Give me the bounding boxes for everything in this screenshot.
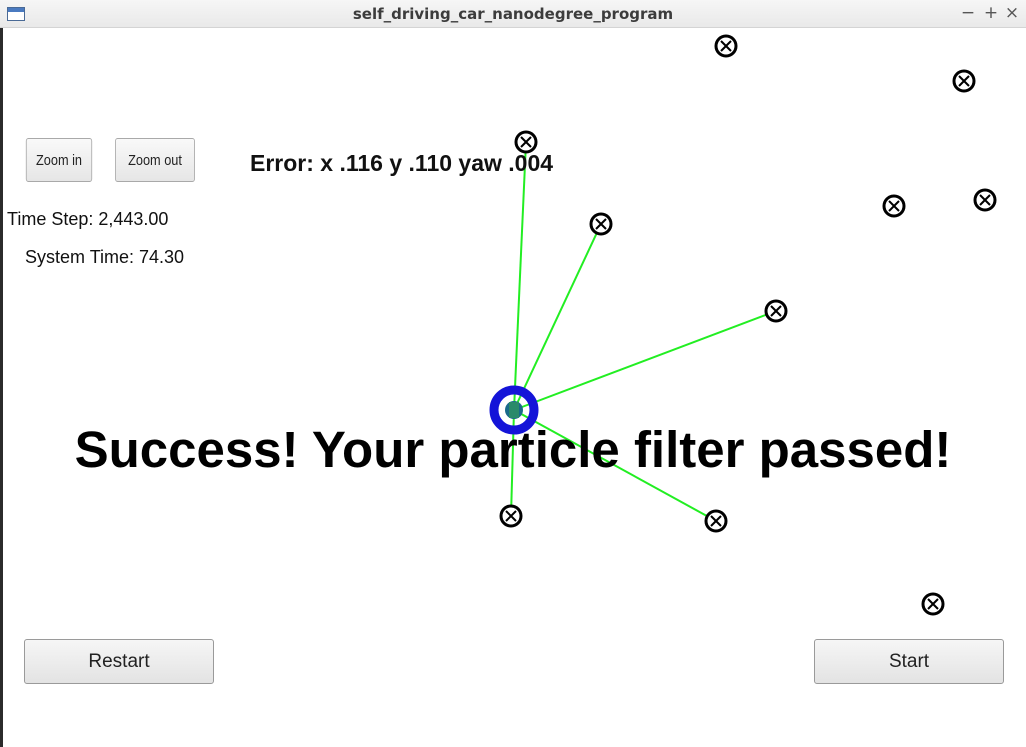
landmark-icon [714,34,738,58]
restart-button[interactable]: Restart [24,639,214,684]
start-button[interactable]: Start [814,639,1004,684]
observation-lines [510,141,777,522]
zoom-out-button[interactable]: Zoom out [115,138,195,182]
landmark-icon [882,194,906,218]
error-readout: Error: x .116 y .110 yaw .004 [250,150,554,176]
landmarks [499,34,997,616]
app-window-icon [7,7,25,21]
window-left-border [0,28,3,747]
observation-line [513,223,602,411]
time-step-label: Time Step: 2,443.00 [7,209,169,229]
close-icon[interactable]: × [1004,3,1020,23]
success-message: Success! Your particle filter passed! [74,421,952,478]
observation-line [513,141,527,411]
landmark-icon [704,509,728,533]
observation-line [513,409,717,522]
landmark-icon [589,212,613,236]
minimize-icon[interactable]: − [960,3,976,23]
landmark-icon [952,69,976,93]
window-title: self_driving_car_nanodegree_program [352,5,674,23]
landmark-icon [921,592,945,616]
landmark-icon [764,299,788,323]
system-time-label: System Time: 74.30 [25,247,185,267]
landmark-icon [514,130,538,154]
observation-line [513,310,777,411]
window-titlebar: self_driving_car_nanodegree_program − + … [0,0,1026,28]
zoom-in-button[interactable]: Zoom in [25,138,93,182]
landmark-icon [499,504,523,528]
maximize-icon[interactable]: + [983,3,999,23]
vehicle-marker [489,385,539,435]
landmark-icon [973,188,997,212]
